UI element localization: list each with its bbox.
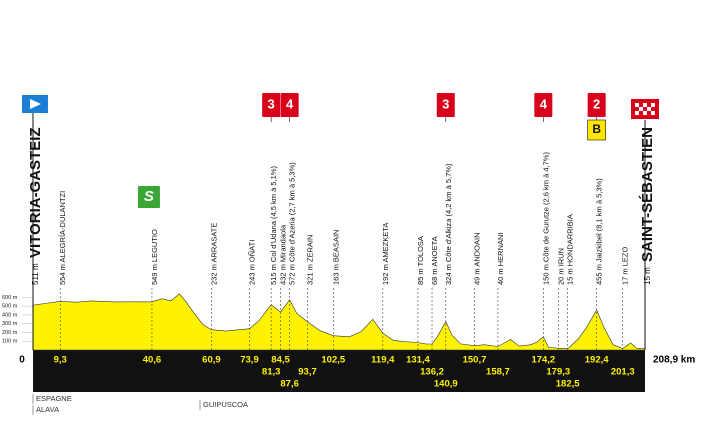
km-label: 150,7 (463, 355, 487, 366)
waypoint-label: 20 m IRUN (556, 248, 565, 285)
km-label: 140,9 (434, 379, 458, 390)
waypoint-label: 549 m LEGUTIO (150, 229, 159, 285)
region-label: ESPAGNE (36, 394, 72, 403)
waypoint-label: 515 m Col d'Udana (4,5 km à 5,1%) (269, 166, 278, 285)
finish-km: 208,9 km (653, 355, 695, 366)
km-label: 81,3 (262, 367, 281, 378)
y-tick-label: 500 m (2, 304, 18, 310)
waypoint-label: 232 m ARRASATE (209, 223, 218, 285)
km-label: 201,3 (611, 367, 635, 378)
climb-category: 3 (268, 96, 275, 111)
km-label: 158,7 (486, 367, 510, 378)
climb-badge (262, 93, 281, 117)
waypoint-label: 243 m OÑATI (247, 240, 256, 285)
sprint-badge (137, 186, 160, 208)
km-label: 84,5 (271, 355, 290, 366)
waypoint-label: 163 m BEASAIN (331, 230, 340, 285)
elevation-area (32, 293, 646, 351)
climb-badge (280, 93, 299, 117)
start-name: VITORIA-GASTEIZ (27, 127, 44, 258)
climb-category: 2 (593, 96, 600, 111)
waypoint-label: 85 m TOLOSA (416, 236, 425, 285)
climb-category: 4 (540, 96, 548, 111)
waypoint-label: 432 m Mirandaola (279, 224, 288, 285)
region-label: GUIPUSCOA (203, 400, 248, 409)
waypoint-label: 40 m HERNANI (496, 232, 505, 285)
km-label: 119,4 (371, 355, 395, 366)
y-tick-label: 100 m (2, 339, 18, 345)
km-label: 60,9 (202, 355, 221, 366)
climb-badge (436, 93, 455, 117)
climb-badge (534, 93, 553, 117)
waypoint-label: 321 m ZERAIN (305, 235, 314, 285)
km-label: 131,4 (406, 355, 430, 366)
y-tick-label: 200 m (2, 330, 18, 336)
km-label: 192,4 (585, 355, 609, 366)
sprint-label: S (144, 188, 154, 205)
climb-badge (587, 93, 606, 117)
waypoint-label: 150 m Côte de Gurutze (2,6 km à 4,7%) (541, 152, 550, 285)
finish-altitude: 15 m (643, 267, 652, 285)
km-label: 136,2 (420, 367, 444, 378)
start-flag (22, 95, 48, 120)
km-label: 102,5 (321, 355, 345, 366)
waypoint-label: 554 m ALEGRÍA-DULANTZI (58, 191, 67, 285)
climb-category: 4 (286, 96, 294, 111)
km-label: 73,9 (240, 355, 259, 366)
waypoint-label: 68 m ANOETA (430, 236, 439, 285)
y-tick-label: 600 m (2, 295, 18, 301)
km-label: 93,7 (298, 367, 317, 378)
distance-band (33, 350, 645, 392)
km-label: 40,6 (143, 355, 162, 366)
finish-name: SAINT-SÉBASTIEN (639, 127, 656, 262)
finish-flag (631, 99, 659, 119)
waypoint-label: 17 m LEZO (621, 246, 630, 285)
km-label: 179,3 (546, 367, 570, 378)
climb-category: 3 (442, 96, 449, 111)
region-label: ALAVA (36, 405, 59, 414)
start-km: 0 (19, 355, 25, 366)
bonus-badge (587, 119, 606, 141)
y-tick-label: 400 m (2, 312, 18, 318)
waypoint-label: 192 m AMEZKETA (381, 223, 390, 285)
km-label: 9,3 (54, 355, 67, 366)
waypoint-label: 15 m HONDARRIBIA (566, 214, 575, 285)
km-label: 174,2 (531, 355, 555, 366)
km-label: 87,6 (280, 379, 299, 390)
y-tick-label: 300 m (2, 321, 18, 327)
waypoint-label: 49 m ANDOAIN (472, 232, 481, 285)
km-label: 182,5 (556, 379, 580, 390)
bonus-label: B (592, 122, 601, 136)
waypoint-label: 324 m Côte d'Alkiza (4,2 km à 5,7%) (444, 163, 453, 285)
start-altitude: 511 m (31, 263, 40, 285)
waypoint-label: 455 m Jaizkibel (8,1 km à 5,3%) (595, 178, 604, 285)
waypoint-label: 572 m Côte d'Azeria (2,7 km à 5,3%) (288, 162, 297, 285)
